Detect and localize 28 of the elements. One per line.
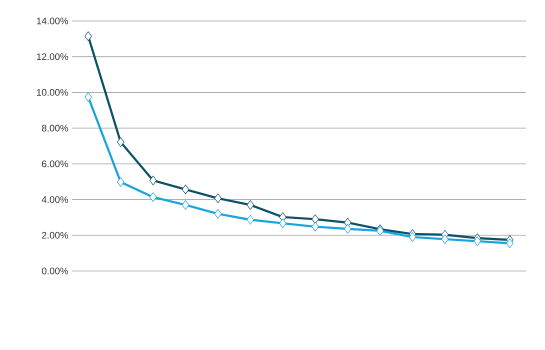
- point: [116, 177, 124, 187]
- point: [344, 224, 352, 234]
- point: [441, 234, 449, 244]
- y-tick-label: 4.00%: [42, 196, 68, 203]
- point: [246, 214, 254, 225]
- point: [84, 92, 92, 102]
- y-tick-label: 8.00%: [42, 124, 68, 132]
- point: [312, 222, 319, 232]
- point: [182, 184, 190, 194]
- y-tick-label: 6.00%: [42, 160, 68, 168]
- y-tick-label: 14.00%: [36, 18, 68, 24]
- point: [149, 176, 157, 186]
- point: [214, 209, 222, 219]
- point: [214, 194, 222, 204]
- point: [408, 232, 416, 242]
- y-tick-label: 12.00%: [36, 53, 68, 60]
- point: [279, 218, 286, 228]
- point: [182, 200, 190, 210]
- y-tick-label: 0.00%: [42, 268, 68, 274]
- point: [116, 137, 124, 147]
- point: [149, 192, 157, 202]
- point: [84, 31, 92, 41]
- point: [312, 214, 319, 224]
- point: [474, 236, 482, 246]
- point: [246, 200, 254, 210]
- point: [506, 238, 514, 248]
- y-tick-label: 2.00%: [42, 232, 68, 239]
- y-tick-label: 10.00%: [36, 89, 68, 96]
